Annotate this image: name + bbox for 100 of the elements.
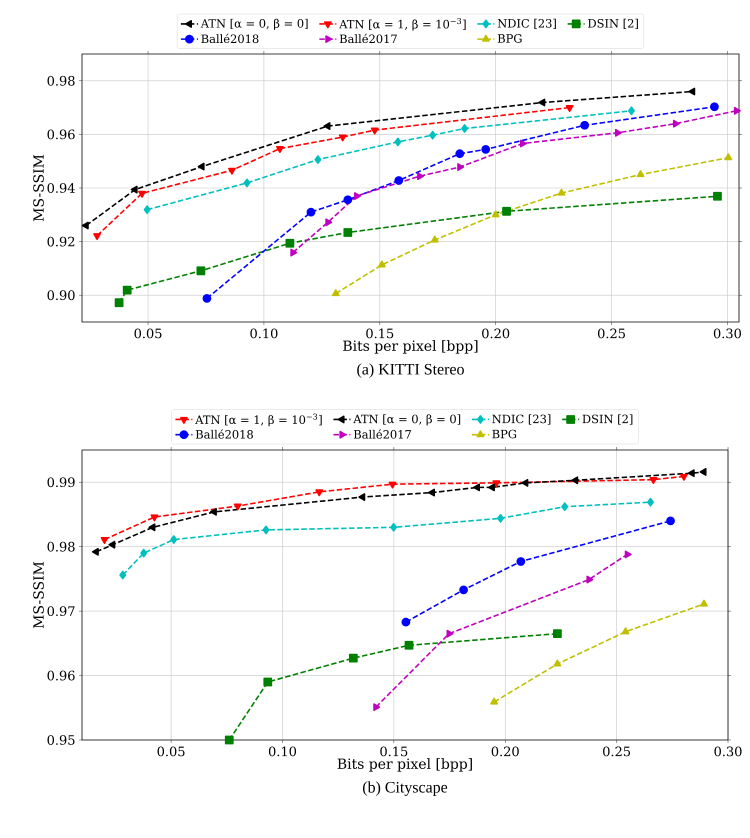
point <box>713 192 722 201</box>
point <box>325 218 332 226</box>
point <box>492 210 500 218</box>
point <box>262 526 270 534</box>
point <box>394 138 402 146</box>
point <box>93 233 101 240</box>
point <box>290 248 298 256</box>
point <box>82 222 89 230</box>
point <box>388 482 396 489</box>
point <box>315 489 324 496</box>
point <box>276 146 284 153</box>
y-tick-label: 0.96 <box>48 670 75 680</box>
x-tick-label: 0.30 <box>714 328 741 338</box>
x-tick-label: 0.25 <box>598 328 625 338</box>
point <box>130 186 138 194</box>
point <box>624 550 632 558</box>
point <box>428 488 435 496</box>
legend-label: BPG <box>498 34 522 43</box>
legend-label: ATN [α = 0, β = 0] <box>200 18 308 30</box>
legend-label: Ballé2018 <box>196 429 253 439</box>
point <box>228 168 236 175</box>
point <box>122 286 132 294</box>
point <box>481 145 490 154</box>
x-tick-label: 0.05 <box>158 746 185 756</box>
point <box>688 88 696 96</box>
point <box>490 698 498 705</box>
legend-label: Ballé2017 <box>340 34 397 44</box>
point <box>196 266 206 276</box>
x-tick-label: 0.15 <box>380 746 408 756</box>
point <box>552 629 562 638</box>
legend-label: DSIN [2] <box>582 414 632 425</box>
point <box>114 298 124 308</box>
y-tick-label: 0.92 <box>48 236 74 246</box>
legend-label: ATN [α = 1, β = 10$^{−3}$] <box>339 18 466 31</box>
point <box>100 536 108 544</box>
point <box>210 508 217 516</box>
point <box>108 540 116 549</box>
point <box>516 557 526 566</box>
point <box>538 98 546 106</box>
point <box>234 503 242 510</box>
point <box>700 600 708 607</box>
point <box>688 469 695 478</box>
point <box>571 476 578 484</box>
point <box>586 576 594 584</box>
point <box>580 120 590 130</box>
point <box>455 149 464 158</box>
point <box>672 120 680 128</box>
y-tick-label: 0.95 <box>48 735 74 745</box>
point <box>492 480 500 488</box>
legend-label: Ballé2017 <box>354 429 411 439</box>
point <box>724 153 732 160</box>
point <box>244 178 250 188</box>
point <box>285 238 294 248</box>
legend-label: ATN [α = 0, β = 0] <box>353 414 460 426</box>
point <box>666 516 675 526</box>
point <box>314 155 322 164</box>
text: (b) Cityscape <box>362 781 448 796</box>
y-tick-label: 0.98 <box>48 542 75 552</box>
y-tick-label: 0.94 <box>48 183 75 193</box>
point <box>202 294 212 303</box>
x-tick-label: 0.05 <box>134 328 162 338</box>
point <box>306 208 316 216</box>
point <box>417 172 424 180</box>
x-tick-label: 0.10 <box>250 328 278 338</box>
y-tick-label: 0.90 <box>48 290 75 300</box>
x-tick-label: 0.25 <box>603 746 630 756</box>
point <box>459 585 468 594</box>
legend-label: NDIC [23] <box>492 414 550 425</box>
point <box>446 630 454 638</box>
point <box>150 514 158 522</box>
legend-label: Ballé2018 <box>201 34 258 44</box>
point <box>502 206 511 216</box>
x-tick-label: 0.15 <box>366 328 394 338</box>
point <box>332 289 340 296</box>
point <box>636 170 644 178</box>
point <box>646 498 654 507</box>
y-axis-title: MS-SSIM <box>33 154 44 222</box>
point <box>343 228 352 237</box>
point <box>92 548 99 556</box>
point <box>488 483 495 492</box>
point <box>649 477 658 484</box>
x-tick-label: 0.20 <box>482 328 510 338</box>
point <box>198 162 205 170</box>
point <box>263 678 272 686</box>
legend-label: DSIN [2] <box>588 18 638 30</box>
y-axis-title: MS-SSIM <box>33 562 44 628</box>
point <box>402 618 410 626</box>
point <box>138 190 146 198</box>
point <box>119 570 126 580</box>
point <box>224 736 234 744</box>
point <box>348 654 358 663</box>
point <box>461 124 468 133</box>
legend-label: ATN [α = 1, β = 10$^{−3}$] <box>195 414 322 426</box>
point <box>700 468 707 476</box>
point <box>622 627 630 634</box>
point <box>358 493 366 501</box>
point <box>430 236 439 243</box>
point <box>680 474 688 481</box>
point <box>497 514 504 523</box>
point <box>628 106 635 116</box>
